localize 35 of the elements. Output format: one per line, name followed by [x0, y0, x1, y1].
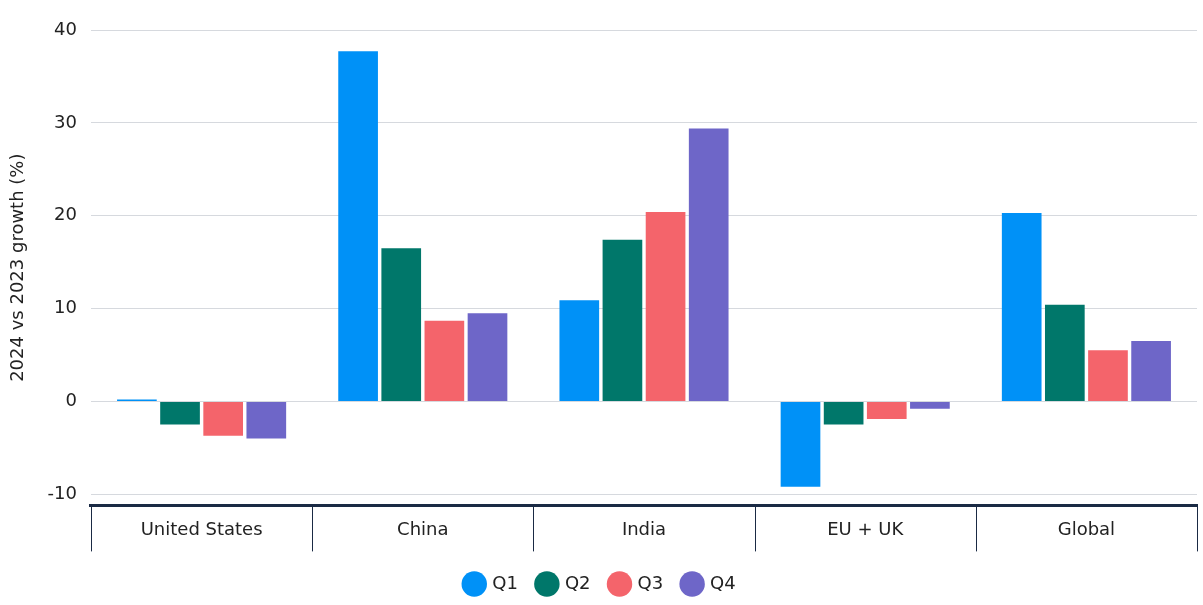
bar — [246, 401, 287, 439]
bar — [1131, 341, 1171, 401]
bar — [1044, 304, 1085, 401]
legend-label: Q4 — [710, 571, 736, 593]
x-tick-label: China — [397, 517, 449, 539]
bar — [424, 320, 465, 401]
y-tick-label: 40 — [54, 17, 77, 39]
bar — [1001, 212, 1042, 401]
bar — [645, 211, 686, 401]
y-axis-title: 2024 vs 2023 growth (%) — [6, 153, 28, 382]
bar — [381, 248, 422, 401]
bar — [910, 401, 950, 409]
x-tick-label: EU + UK — [827, 517, 905, 539]
x-tick-label: United States — [140, 517, 263, 539]
legend-label: Q1 — [492, 571, 518, 593]
bar — [559, 300, 600, 401]
y-tick-label: 20 — [54, 203, 77, 225]
bar — [823, 401, 864, 425]
y-tick-label: 30 — [54, 110, 77, 132]
bar — [866, 401, 907, 420]
bar — [602, 239, 643, 401]
x-tick-label: India — [621, 517, 667, 539]
bar — [780, 401, 821, 487]
y-tick-label: 0 — [65, 389, 77, 411]
bar — [1088, 350, 1128, 401]
bar — [467, 313, 508, 401]
bar — [203, 401, 244, 436]
bar — [160, 401, 200, 425]
legend-label: Q2 — [564, 571, 591, 593]
y-tick-label: 10 — [54, 296, 77, 318]
x-tick-label: Global — [1057, 517, 1116, 539]
bar — [338, 51, 378, 401]
bar — [688, 128, 729, 401]
y-tick-label: -10 — [47, 481, 77, 503]
legend-label: Q3 — [637, 571, 664, 593]
